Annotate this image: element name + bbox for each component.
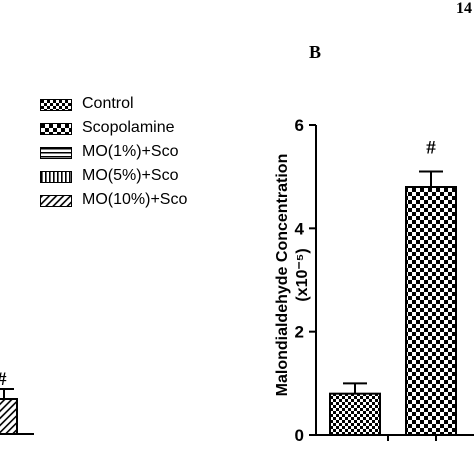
legend-swatch	[40, 123, 72, 135]
legend-label: MO(10%)+Sco	[82, 191, 188, 208]
y-tick-label: 6	[295, 116, 304, 135]
y-tick-label: 4	[295, 219, 305, 238]
y-tick-label: 2	[295, 323, 304, 342]
chart-marks: #	[329, 138, 457, 436]
significance-mark: #	[0, 369, 7, 390]
legend-label: MO(5%)+Sco	[82, 167, 179, 184]
legend-label: Control	[82, 95, 134, 112]
legend-swatch	[40, 195, 72, 207]
significance-mark: #	[426, 138, 436, 159]
bar-cut-off	[0, 398, 18, 435]
page-number: 14	[456, 0, 472, 17]
bar-control	[329, 392, 381, 436]
y-tick-label: 0	[295, 426, 304, 445]
legend-swatch	[40, 99, 72, 111]
bar-scopolamine	[405, 186, 457, 436]
legend-swatch	[40, 147, 72, 159]
panel-label: B	[309, 42, 322, 62]
legend-swatch	[40, 171, 72, 183]
legend-label: Scopolamine	[82, 119, 175, 136]
left-panel-remnant: #	[0, 369, 34, 435]
legend-label: MO(1%)+Sco	[82, 143, 179, 160]
